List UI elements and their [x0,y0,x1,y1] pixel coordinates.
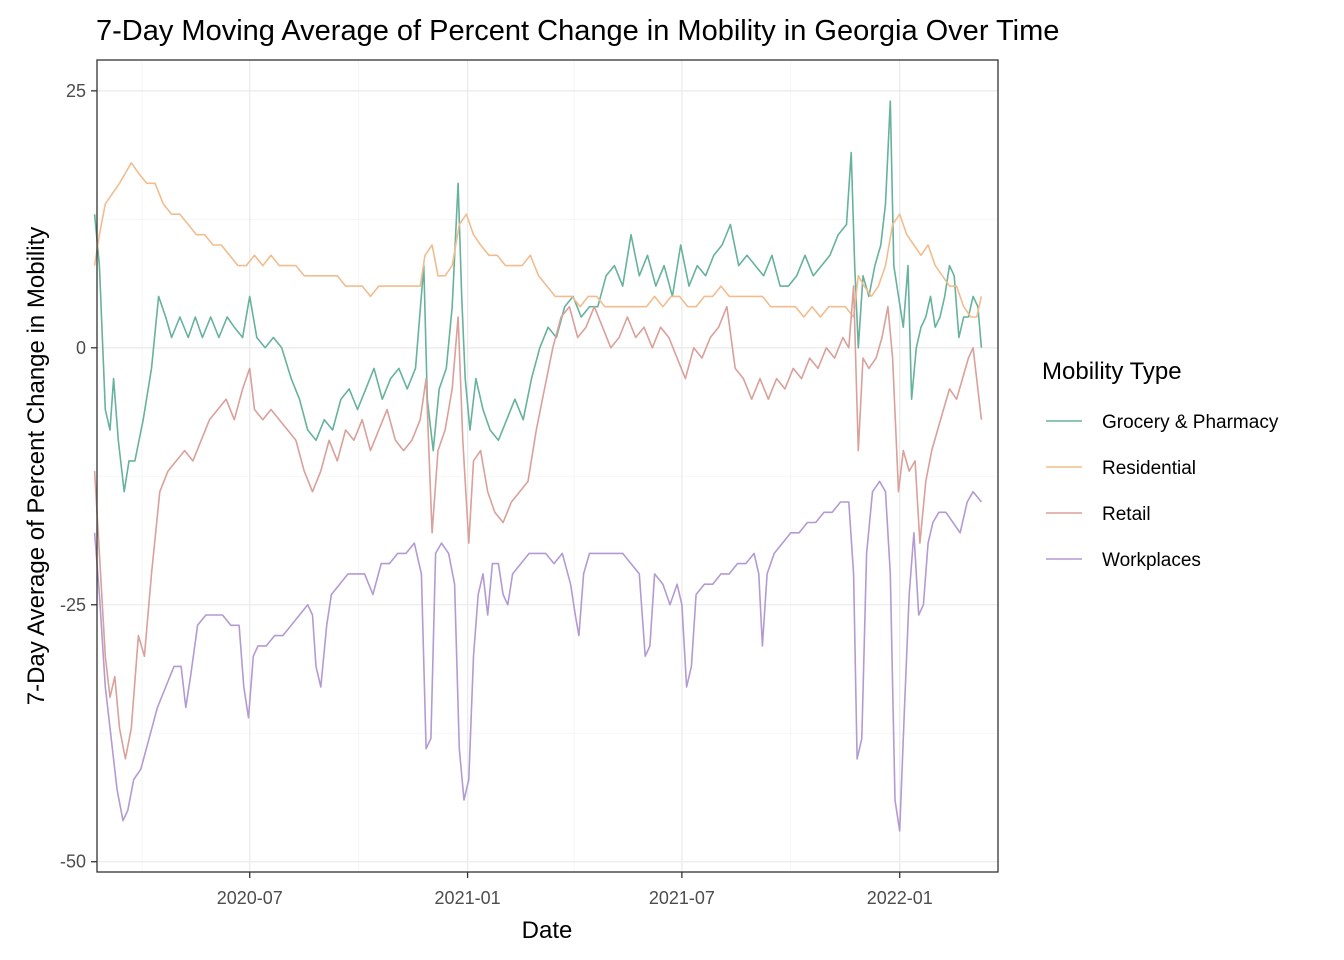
legend-title: Mobility Type [1042,358,1182,385]
major-gridlines [97,60,998,872]
y-tick-label: -50 [60,852,86,872]
series-line-grocery-pharmacy [93,100,983,493]
plot-panel-border [96,59,999,873]
y-tick-label: -25 [60,595,86,615]
minor-gridlines [97,60,998,872]
series-layer [93,100,983,832]
x-tick-label: 2021-01 [435,888,501,908]
y-axis: 25 0 -25 -50 [60,81,97,872]
legend-label: Workplaces [1102,550,1201,571]
x-axis-title: Date [522,917,573,944]
legend-label: Grocery & Pharmacy [1102,412,1279,433]
y-tick-label: 0 [76,338,86,358]
legend: Mobility Type Grocery & Pharmacy Resident… [1042,358,1279,571]
series-line-residential [93,162,983,318]
x-tick-label: 2021-07 [649,888,715,908]
chart-title: 7-Day Moving Average of Percent Change i… [96,15,1059,47]
series-line-workplaces [93,480,983,832]
x-tick-label: 2020-07 [217,888,283,908]
x-tick-label: 2022-01 [867,888,933,908]
y-tick-label: 25 [66,81,86,101]
legend-label: Residential [1102,458,1196,479]
series-line-retail [93,285,983,760]
y-axis-title: 7-Day Average of Percent Change in Mobil… [23,227,50,706]
x-axis: 2020-07 2021-01 2021-07 2022-01 [217,872,933,908]
legend-label: Retail [1102,504,1151,525]
